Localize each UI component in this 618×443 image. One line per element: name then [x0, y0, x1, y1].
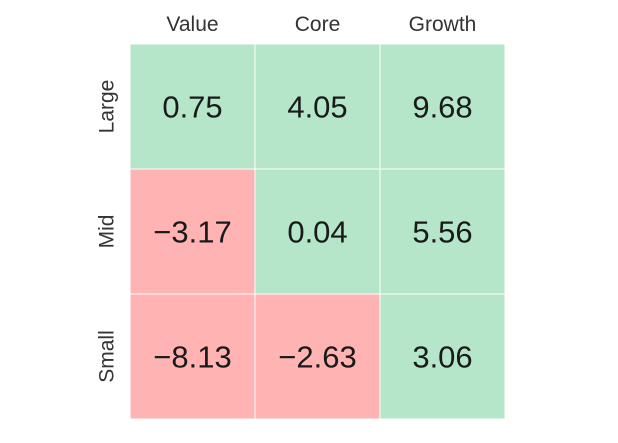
row-label-small: Small	[96, 330, 119, 383]
cell-value-label: −8.13	[153, 340, 231, 375]
cell-value-label: 3.06	[412, 340, 472, 375]
column-label-value: Value	[166, 13, 218, 36]
column-label-growth: Growth	[409, 13, 477, 36]
cell-value-label: 0.75	[162, 90, 222, 125]
heatmap-cell-small-value	[129, 293, 256, 420]
heatmap-cell-small-core	[254, 293, 381, 420]
cell-value-label: −2.63	[278, 340, 356, 375]
cell-value-label: 5.56	[412, 215, 472, 250]
heatmap-cell-mid-growth	[379, 168, 506, 295]
heatmap-cell-large-growth	[379, 43, 506, 170]
row-label-large: Large	[96, 80, 119, 134]
heatmap-cell-small-growth	[379, 293, 506, 420]
heatmap-cell-large-value	[129, 43, 256, 170]
heatmap-cell-mid-value	[129, 168, 256, 295]
cell-value-label: 0.04	[287, 215, 347, 250]
heatmap-cell-mid-core	[254, 168, 381, 295]
row-label-mid: Mid	[96, 215, 119, 249]
cell-value-label: 9.68	[412, 90, 472, 125]
cell-value-label: −3.17	[153, 215, 231, 250]
heatmap-cell-large-core	[254, 43, 381, 170]
column-label-core: Core	[295, 13, 341, 36]
cell-value-label: 4.05	[287, 90, 347, 125]
